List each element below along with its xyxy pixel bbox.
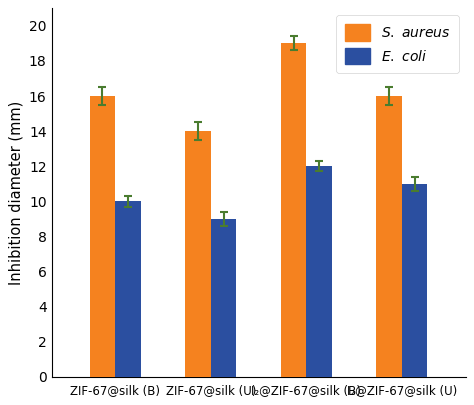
Bar (306, 166, 332, 377)
Legend: $\it{S.\ aureus}$, $\it{E.\ coli}$: $\it{S.\ aureus}$, $\it{E.\ coli}$ (336, 15, 459, 73)
Bar (185, 131, 211, 377)
Y-axis label: Inhibition diameter (mm): Inhibition diameter (mm) (9, 100, 23, 285)
Bar (90, 96, 115, 377)
Bar (211, 219, 236, 377)
Bar (402, 184, 428, 377)
Bar (376, 96, 402, 377)
Bar (115, 201, 141, 377)
Bar (281, 43, 306, 377)
